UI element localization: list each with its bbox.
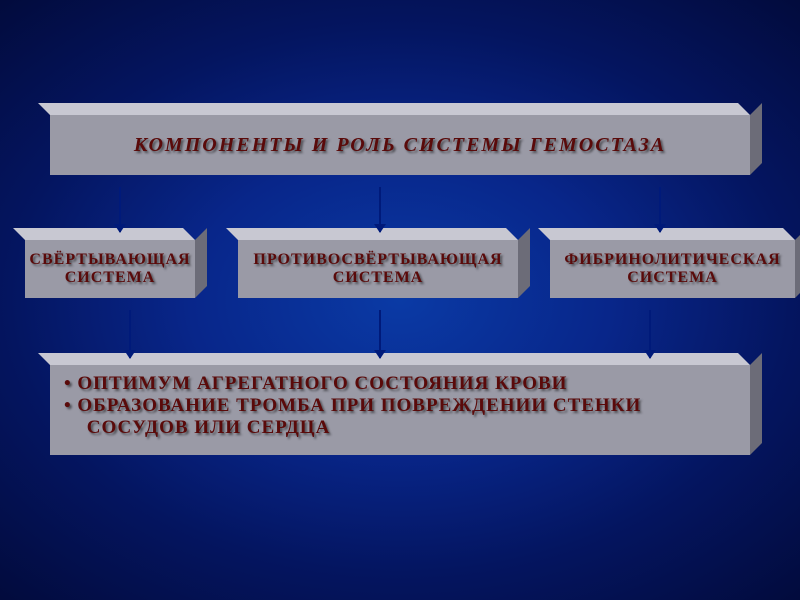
- mid-block-coag: СВЁРТЫВАЮЩАЯ СИСТЕМА: [25, 228, 207, 298]
- title-block-top: [38, 103, 750, 115]
- mid-block-face: ПРОТИВОСВЁРТЫВАЮЩАЯ СИСТЕМА: [238, 240, 518, 298]
- title-text: КОМПОНЕНТЫ И РОЛЬ СИСТЕМЫ ГЕМОСТАЗА: [134, 134, 666, 157]
- mid-block-right: [518, 228, 530, 298]
- arrow-down: [379, 310, 381, 358]
- title-block-right: [750, 103, 762, 175]
- bullet-item: • ОБРАЗОВАНИЕ ТРОМБА ПРИ ПОВРЕЖДЕНИИ СТЕ…: [64, 395, 736, 439]
- title-block-face: КОМПОНЕНТЫ И РОЛЬ СИСТЕМЫ ГЕМОСТАЗА: [50, 115, 750, 175]
- bottom-block: • ОПТИМУМ АГРЕГАТНОГО СОСТОЯНИЯ КРОВИ• О…: [50, 353, 762, 455]
- bottom-block-face: • ОПТИМУМ АГРЕГАТНОГО СОСТОЯНИЯ КРОВИ• О…: [50, 365, 750, 455]
- arrow-down: [379, 187, 381, 232]
- bottom-block-right: [750, 353, 762, 455]
- mid-block-right: [195, 228, 207, 298]
- bottom-bullets: • ОПТИМУМ АГРЕГАТНОГО СОСТОЯНИЯ КРОВИ• О…: [64, 373, 736, 439]
- title-block: КОМПОНЕНТЫ И РОЛЬ СИСТЕМЫ ГЕМОСТАЗА: [50, 103, 762, 175]
- slide-stage: КОМПОНЕНТЫ И РОЛЬ СИСТЕМЫ ГЕМОСТАЗА СВЁР…: [0, 0, 800, 600]
- mid-block-label: ФИБРИНОЛИТИЧЕСКАЯ СИСТЕМА: [564, 251, 780, 288]
- arrow-down: [659, 187, 661, 232]
- arrow-down: [129, 310, 131, 358]
- mid-block-label: ПРОТИВОСВЁРТЫВАЮЩАЯ СИСТЕМА: [253, 251, 502, 288]
- mid-block-fibr: ФИБРИНОЛИТИЧЕСКАЯ СИСТЕМА: [550, 228, 800, 298]
- mid-block-top: [13, 228, 195, 240]
- arrow-down: [649, 310, 651, 358]
- mid-block-top: [538, 228, 795, 240]
- mid-block-anti: ПРОТИВОСВЁРТЫВАЮЩАЯ СИСТЕМА: [238, 228, 530, 298]
- mid-block-face: ФИБРИНОЛИТИЧЕСКАЯ СИСТЕМА: [550, 240, 795, 298]
- bullet-item: • ОПТИМУМ АГРЕГАТНОГО СОСТОЯНИЯ КРОВИ: [64, 373, 736, 395]
- mid-block-face: СВЁРТЫВАЮЩАЯ СИСТЕМА: [25, 240, 195, 298]
- mid-block-top: [226, 228, 518, 240]
- arrow-down: [119, 187, 121, 232]
- mid-block-label: СВЁРТЫВАЮЩАЯ СИСТЕМА: [29, 251, 190, 288]
- mid-block-right: [795, 228, 800, 298]
